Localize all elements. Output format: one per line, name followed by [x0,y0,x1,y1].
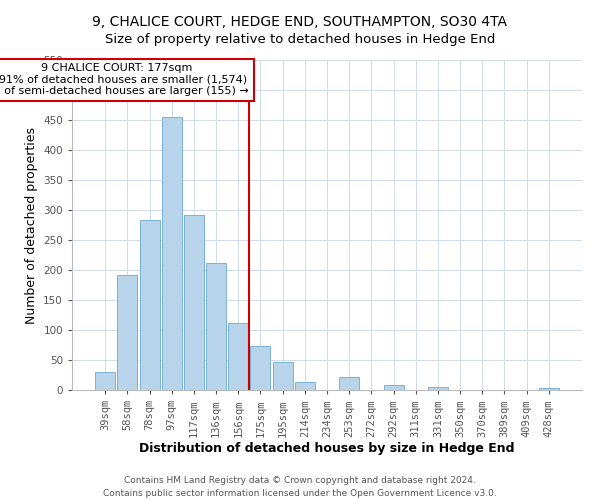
Bar [228,324,248,390]
Bar [250,346,271,390]
Bar [162,117,182,390]
Bar [184,216,204,390]
Bar [295,382,315,390]
Text: Size of property relative to detached houses in Hedge End: Size of property relative to detached ho… [105,32,495,46]
Bar [428,387,448,390]
Bar [95,372,115,390]
Text: Contains HM Land Registry data © Crown copyright and database right 2024.
Contai: Contains HM Land Registry data © Crown c… [103,476,497,498]
Bar [118,276,137,390]
Bar [206,263,226,390]
Bar [539,388,559,390]
Bar [272,362,293,390]
Text: 9 CHALICE COURT: 177sqm
← 91% of detached houses are smaller (1,574)
9% of semi-: 9 CHALICE COURT: 177sqm ← 91% of detache… [0,63,249,96]
Text: 9, CHALICE COURT, HEDGE END, SOUTHAMPTON, SO30 4TA: 9, CHALICE COURT, HEDGE END, SOUTHAMPTON… [92,15,508,29]
Bar [339,377,359,390]
X-axis label: Distribution of detached houses by size in Hedge End: Distribution of detached houses by size … [139,442,515,455]
Bar [383,384,404,390]
Y-axis label: Number of detached properties: Number of detached properties [25,126,38,324]
Bar [140,220,160,390]
